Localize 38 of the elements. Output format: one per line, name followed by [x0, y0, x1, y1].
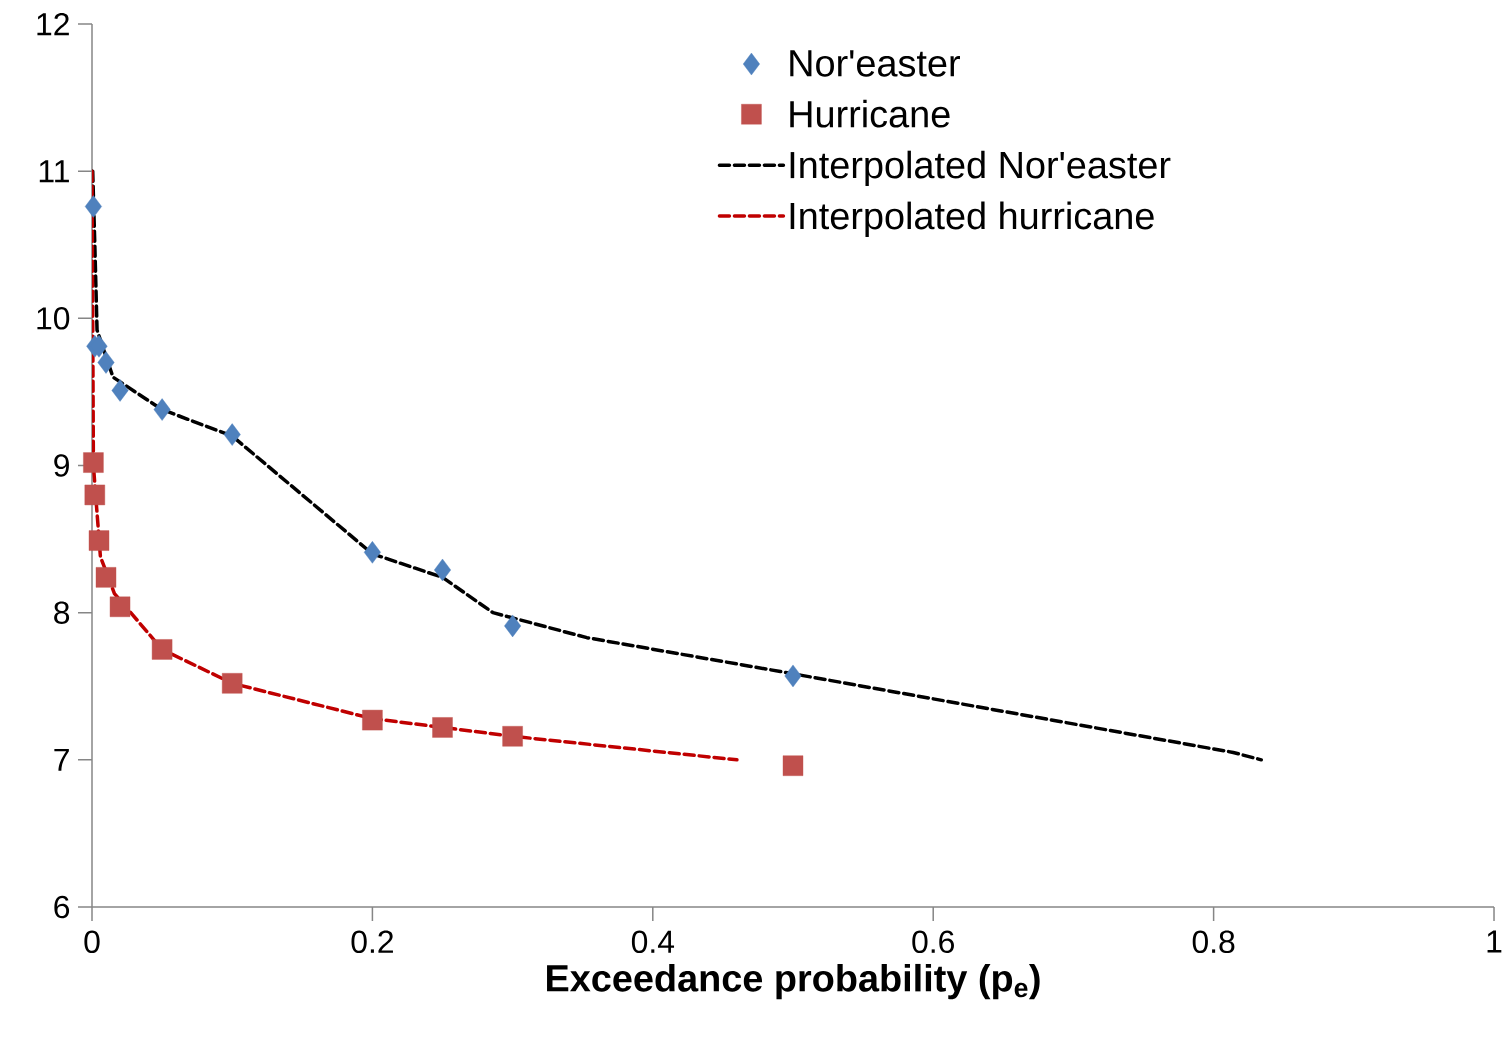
x-tick-label: 0.6 — [912, 930, 954, 954]
point — [784, 664, 802, 688]
x-tick-label: 0.8 — [1192, 930, 1235, 954]
y-tick-label: 9 — [54, 454, 69, 477]
y-tick-label: 12 — [37, 12, 69, 36]
point — [432, 717, 453, 738]
point — [782, 755, 804, 776]
y-tick-label: 11 — [39, 160, 69, 183]
point — [84, 484, 105, 506]
y-tick-label: 8 — [54, 601, 70, 624]
legend-label: Interpolated Nor'easter — [790, 150, 1171, 186]
x-tick-label: 0.4 — [631, 930, 675, 954]
point — [434, 558, 451, 582]
point — [223, 423, 241, 446]
point — [95, 567, 117, 588]
x-tick-label: 0.2 — [351, 930, 393, 954]
point — [151, 639, 173, 660]
point — [153, 398, 171, 421]
point — [97, 351, 115, 374]
point — [504, 614, 522, 638]
y-tick-label: 10 — [37, 307, 70, 330]
point — [363, 541, 381, 564]
point — [83, 452, 104, 473]
legend-label: Interpolated hurricane — [790, 201, 1154, 237]
legend-label: Nor'easter — [790, 50, 960, 77]
x-tick-label: 0 — [84, 930, 100, 954]
point — [88, 530, 110, 551]
point — [502, 726, 523, 747]
x-tick-label: 1 — [1487, 930, 1502, 953]
legend-label: Hurricane — [790, 99, 950, 128]
y-tick-label: 7 — [54, 748, 69, 771]
point — [111, 379, 129, 402]
y-tick-label: 6 — [54, 895, 70, 919]
x-axis-title: Exceedance probability (p$_{e}$) — [547, 963, 1040, 1000]
point — [222, 673, 243, 694]
point — [109, 596, 131, 617]
point — [84, 195, 102, 218]
point — [362, 709, 383, 731]
